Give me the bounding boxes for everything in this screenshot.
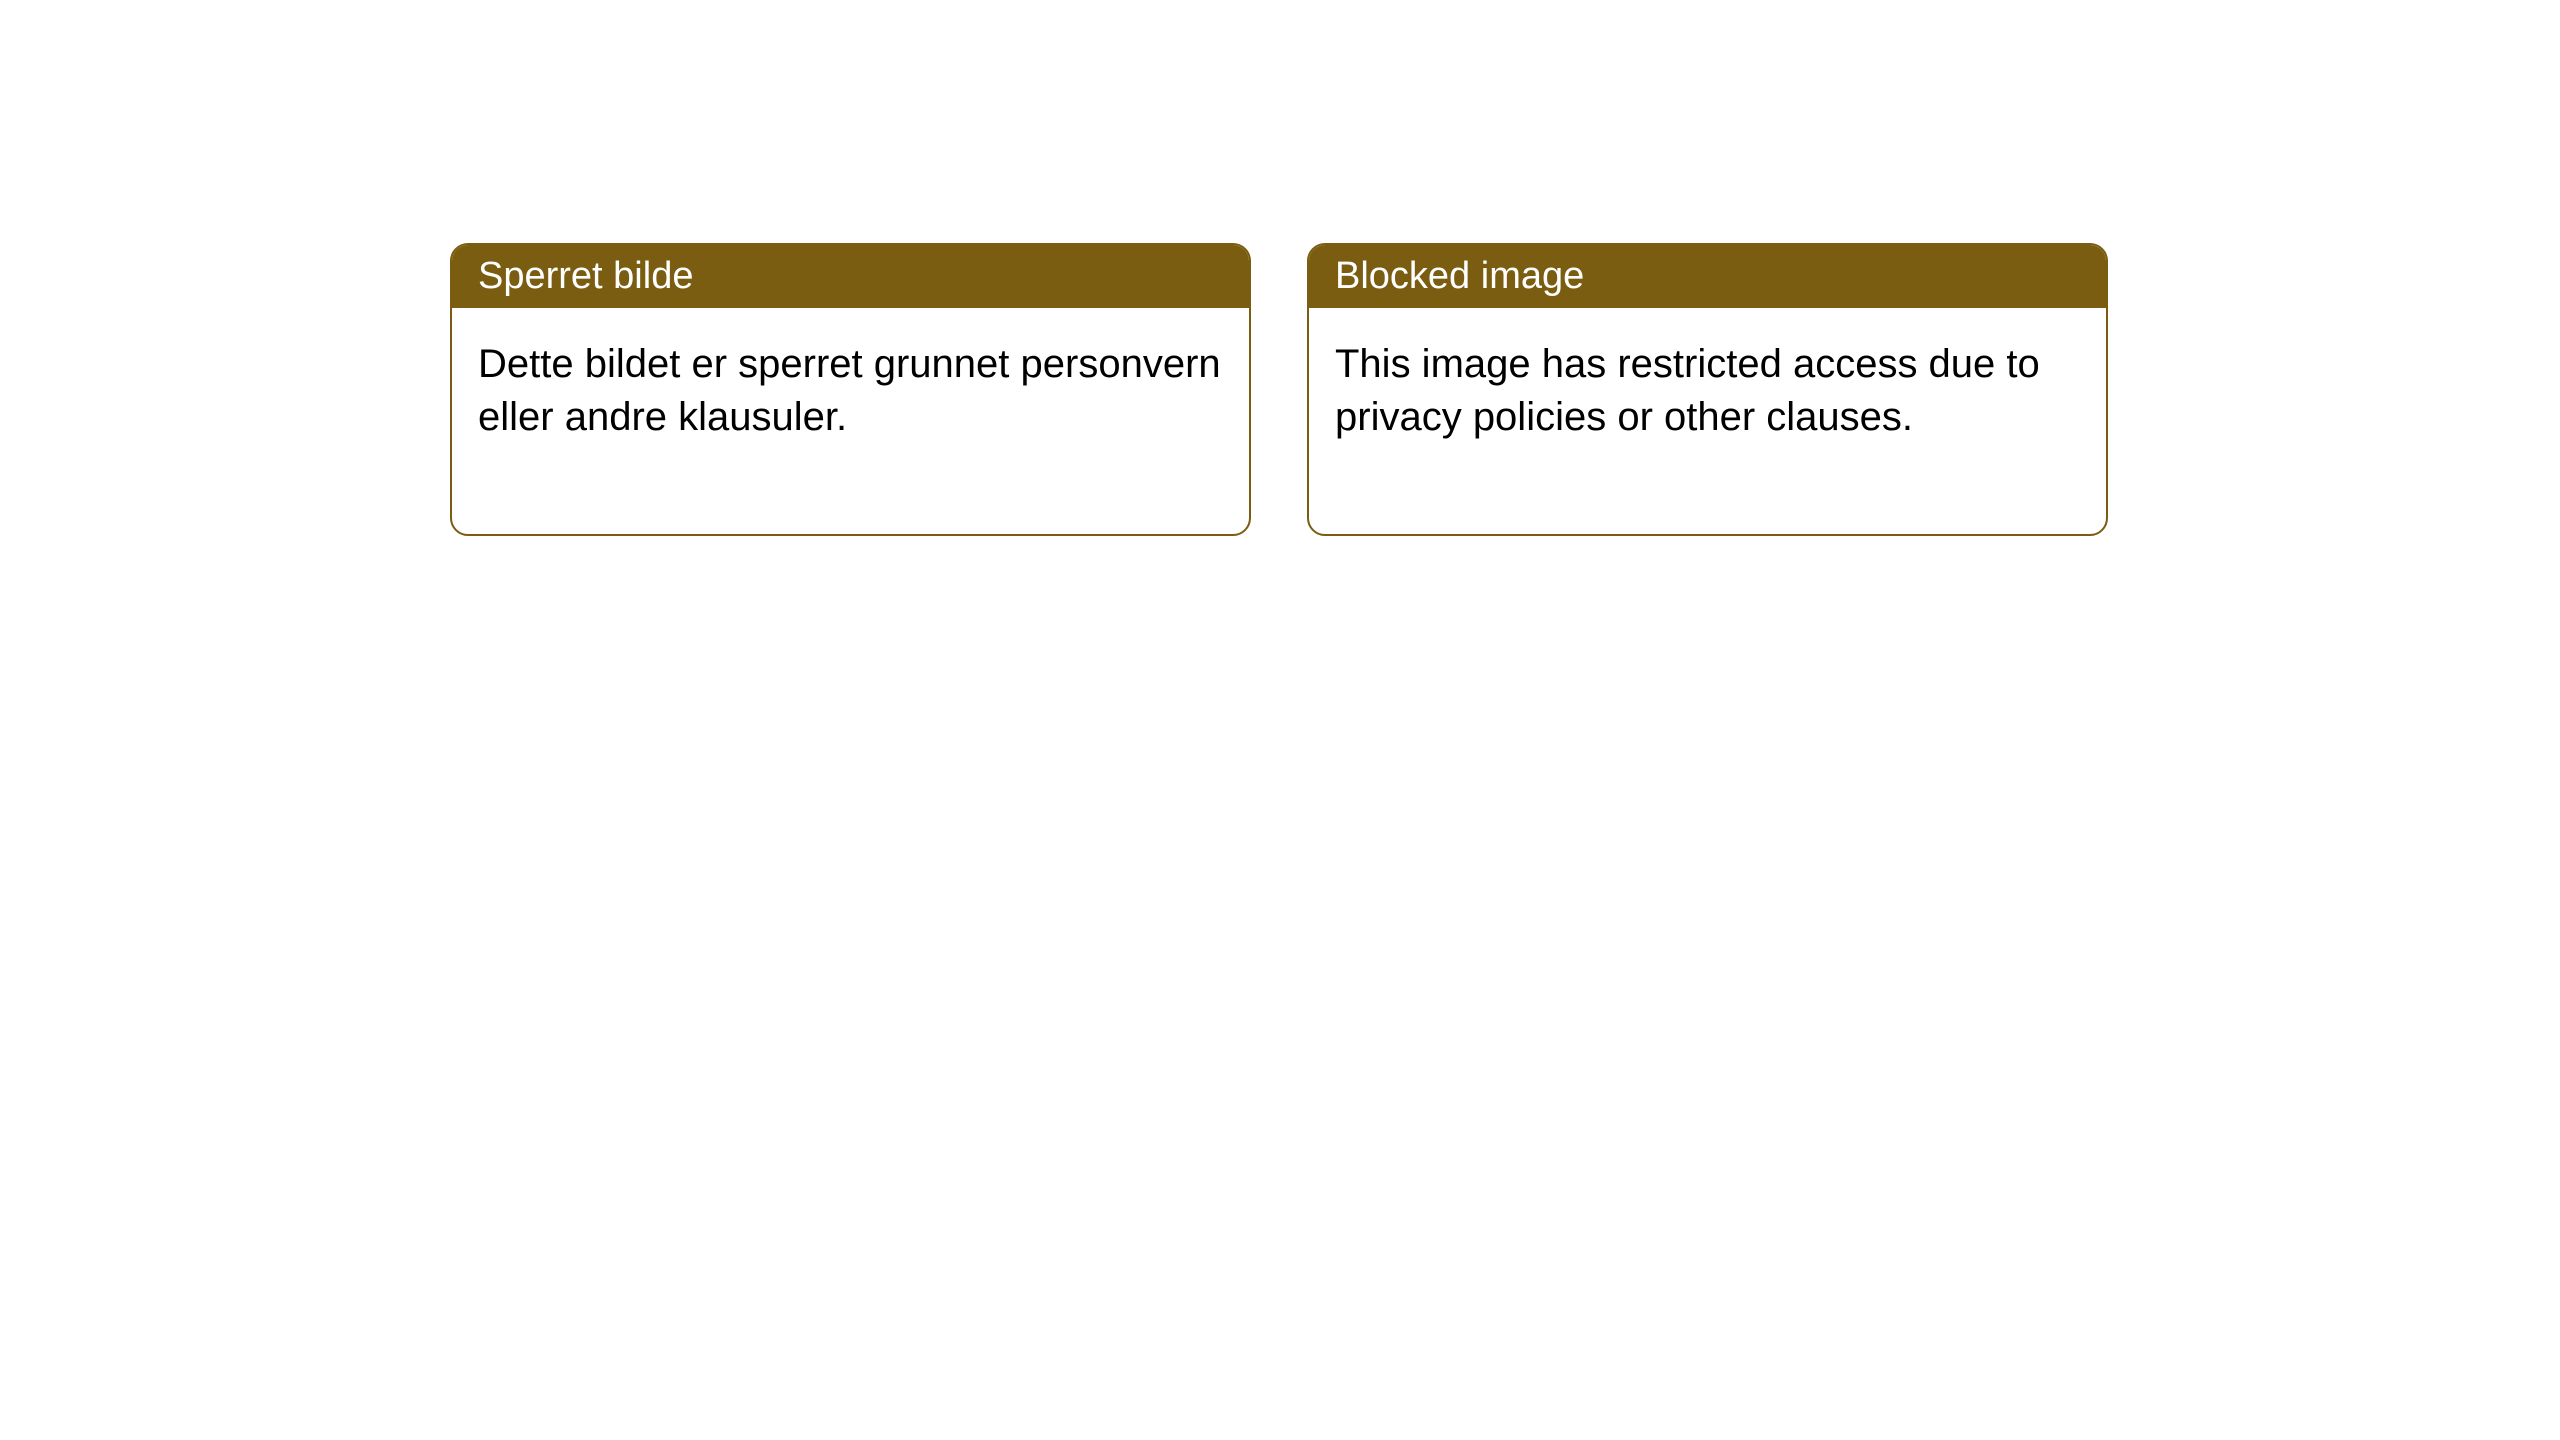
card-title: Blocked image <box>1309 245 2106 308</box>
card-body-text: Dette bildet er sperret grunnet personve… <box>452 308 1249 534</box>
card-body-text: This image has restricted access due to … <box>1309 308 2106 534</box>
card-title: Sperret bilde <box>452 245 1249 308</box>
blocked-image-card-english: Blocked image This image has restricted … <box>1307 243 2108 536</box>
blocked-image-card-norwegian: Sperret bilde Dette bildet er sperret gr… <box>450 243 1251 536</box>
cards-container: Sperret bilde Dette bildet er sperret gr… <box>450 243 2108 536</box>
